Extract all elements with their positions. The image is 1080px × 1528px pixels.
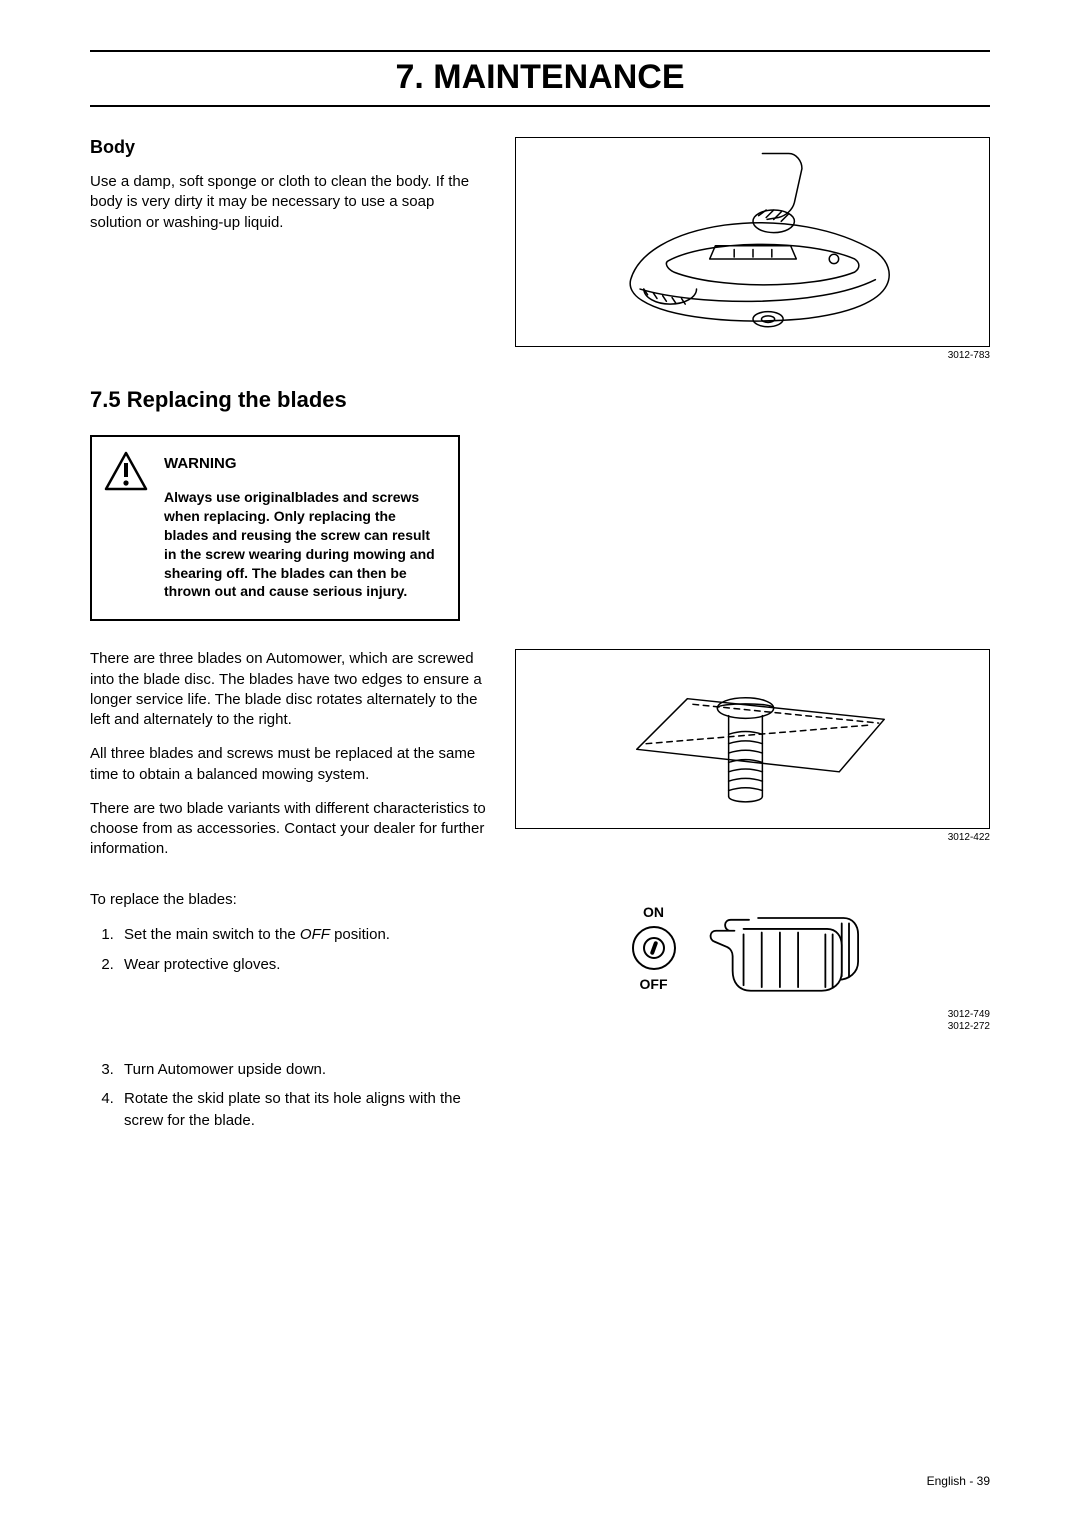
switch-icon: ON OFF	[632, 904, 676, 992]
dial-icon	[632, 926, 676, 970]
switch-on-label: ON	[643, 904, 664, 920]
step-2: Wear protective gloves.	[118, 954, 490, 976]
replace-intro: To replace the blades:	[90, 890, 490, 910]
figure-caption-3a: 3012-749	[515, 1009, 990, 1021]
step-1-post: position.	[330, 926, 390, 943]
figure-blade	[515, 649, 990, 829]
step-1-em: OFF	[300, 926, 330, 943]
figure-clean-body	[515, 137, 990, 347]
figure-switch-gloves: ON OFF	[515, 890, 990, 1006]
body-text: Use a damp, soft sponge or cloth to clea…	[90, 172, 490, 233]
step-1-pre: Set the main switch to the	[124, 926, 300, 943]
figure-caption-1: 3012-783	[515, 350, 990, 361]
page-footer: English - 39	[927, 1474, 990, 1488]
mower-cleaning-icon	[593, 147, 913, 337]
figure-caption-3: 3012-749 3012-272	[515, 1009, 990, 1033]
step-3: Turn Automower upside down.	[118, 1059, 490, 1081]
steps-list-b: Turn Automower upside down. Rotate the s…	[90, 1059, 490, 1132]
gloves-icon	[704, 898, 874, 998]
figure-caption-3b: 3012-272	[515, 1021, 990, 1033]
chapter-title: 7. MAINTENANCE	[90, 50, 990, 107]
paragraph-2: All three blades and screws must be repl…	[90, 744, 490, 785]
switch-off-label: OFF	[640, 976, 668, 992]
warning-triangle-icon	[104, 451, 148, 491]
warning-title: WARNING	[164, 455, 440, 472]
body-heading: Body	[90, 137, 490, 158]
paragraph-1: There are three blades on Automower, whi…	[90, 649, 490, 730]
warning-box: WARNING Always use originalblades and sc…	[90, 435, 460, 621]
section-7-5-heading: 7.5 Replacing the blades	[90, 387, 990, 413]
step-1: Set the main switch to the OFF position.	[118, 924, 490, 946]
step-4: Rotate the skid plate so that its hole a…	[118, 1088, 490, 1132]
paragraph-3: There are two blade variants with differ…	[90, 799, 490, 860]
warning-body: Always use originalblades and screws whe…	[164, 488, 440, 601]
blade-screw-icon	[603, 659, 903, 819]
steps-list-a: Set the main switch to the OFF position.…	[90, 924, 490, 976]
figure-caption-2: 3012-422	[515, 832, 990, 843]
